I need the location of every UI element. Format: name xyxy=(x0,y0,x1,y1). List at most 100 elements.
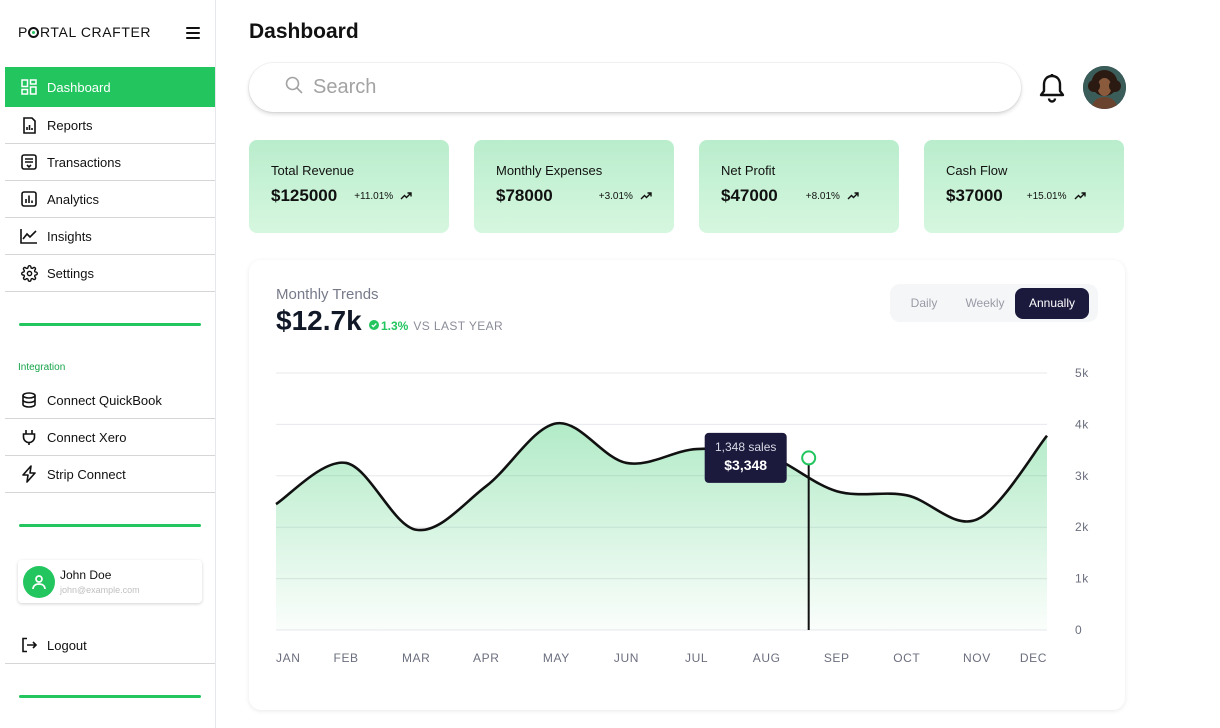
gear-icon xyxy=(20,264,38,282)
sidebar-item-strip-connect[interactable]: Strip Connect xyxy=(5,456,215,493)
sidebar-item-connect-quickbook[interactable]: Connect QuickBook xyxy=(5,382,215,419)
transactions-icon xyxy=(20,153,38,171)
trend-up-icon xyxy=(640,187,652,205)
stat-label: Net Profit xyxy=(721,163,776,178)
stat-card-cash-flow[interactable]: Cash Flow $37000 +15.01% xyxy=(924,140,1124,233)
logout-icon xyxy=(20,636,38,654)
database-icon xyxy=(20,391,38,409)
integration-section-label: Integration xyxy=(18,362,66,373)
stat-value: $125000 xyxy=(271,186,338,205)
x-tick-label: DEC xyxy=(1020,651,1047,665)
y-tick-label: 1k xyxy=(1075,572,1089,586)
insights-icon xyxy=(20,227,38,245)
search-input[interactable] xyxy=(313,76,913,99)
stat-card-net-profit[interactable]: Net Profit $47000 +8.01% xyxy=(699,140,899,233)
profile-avatar[interactable] xyxy=(1083,66,1126,109)
period-annually[interactable]: Annually xyxy=(1015,287,1089,319)
sidebar-item-connect-xero[interactable]: Connect Xero xyxy=(5,419,215,456)
sidebar-divider xyxy=(19,695,201,698)
search-bar[interactable] xyxy=(249,63,1021,112)
sidebar-item-label: Strip Connect xyxy=(47,466,126,482)
user-name: John Doe xyxy=(60,568,112,582)
stat-label: Monthly Expenses xyxy=(496,163,603,178)
sidebar-item-label: Dashboard xyxy=(47,79,111,95)
brand-prefix: P xyxy=(18,24,28,40)
chart-tooltip xyxy=(704,432,787,483)
user-email: john@example.com xyxy=(60,585,140,595)
y-tick-label: 4k xyxy=(1075,417,1089,431)
y-tick-label: 3k xyxy=(1075,469,1089,483)
trend-up-icon xyxy=(1074,187,1086,205)
chart-total-value: $12.7k xyxy=(276,305,362,336)
check-circle-icon xyxy=(369,319,379,333)
sidebar-item-dashboard[interactable]: Dashboard xyxy=(5,67,215,107)
stat-value: $47000 xyxy=(721,186,778,205)
x-tick-label: AUG xyxy=(753,651,781,665)
sidebar-item-label: Insights xyxy=(47,228,92,244)
y-tick-label: 2k xyxy=(1075,520,1089,534)
sidebar-item-label: Analytics xyxy=(47,191,100,207)
dashboard-icon xyxy=(20,78,38,96)
report-icon xyxy=(20,116,38,134)
sidebar-item-label: Reports xyxy=(47,117,93,133)
brand-dot-icon xyxy=(28,26,40,38)
x-tick-label: JAN xyxy=(276,651,300,665)
x-tick-label: FEB xyxy=(334,651,359,665)
stat-label: Total Revenue xyxy=(271,163,355,178)
user-icon xyxy=(23,565,55,598)
chart-change-indicator: 1.3% VS LAST YEAR xyxy=(369,319,503,333)
sidebar: P RTAL CRAFTER Dashboard Reports Transac… xyxy=(0,0,216,728)
chart-change-percent: 1.3% xyxy=(381,319,409,333)
sidebar-item-transactions[interactable]: Transactions xyxy=(5,144,215,181)
sidebar-item-settings[interactable]: Settings xyxy=(5,255,215,292)
page-title: Dashboard xyxy=(249,20,359,43)
trend-line xyxy=(275,422,1048,532)
chart-vs-label: VS LAST YEAR xyxy=(413,319,504,333)
stat-card-total-revenue[interactable]: Total Revenue $125000 +11.01% xyxy=(249,140,449,233)
stat-change: +8.01% xyxy=(805,190,840,202)
sidebar-item-insights[interactable]: Insights xyxy=(5,218,215,255)
sidebar-item-label: Settings xyxy=(47,265,94,281)
x-tick-label: NOV xyxy=(963,651,991,665)
x-tick-label: SEP xyxy=(824,651,850,665)
logout-label: Logout xyxy=(47,637,87,653)
stat-value: $78000 xyxy=(496,186,553,205)
trend-up-icon xyxy=(400,187,412,205)
stat-label: Cash Flow xyxy=(946,163,1008,178)
trend-up-icon xyxy=(847,187,859,205)
sidebar-item-analytics[interactable]: Analytics xyxy=(5,181,215,218)
stat-change: +3.01% xyxy=(598,190,633,202)
sidebar-divider xyxy=(19,524,201,527)
period-weekly[interactable]: Weekly xyxy=(965,296,1005,310)
x-tick-label: JUN xyxy=(614,651,639,665)
logout-container: Logout xyxy=(5,627,215,664)
highlight-point[interactable] xyxy=(801,450,817,466)
x-tick-label: APR xyxy=(473,651,499,665)
tooltip-amount: $3,348 xyxy=(724,457,767,473)
logout-button[interactable]: Logout xyxy=(5,627,215,664)
chart-title: Monthly Trends xyxy=(276,286,379,303)
analytics-icon xyxy=(20,190,38,208)
trend-chart: 5k 4k 3k 2k 1k 0 JAN FEB MAR APR MAY JUN JUL AUG SEP O… xyxy=(275,366,1089,665)
user-profile-card[interactable]: John Doe john@example.com xyxy=(18,560,202,603)
hamburger-menu-icon[interactable] xyxy=(186,27,200,39)
sidebar-item-label: Connect Xero xyxy=(47,429,127,445)
x-tick-label: MAR xyxy=(402,651,430,665)
sidebar-divider xyxy=(19,323,201,326)
notification-bell-icon[interactable] xyxy=(1039,73,1065,103)
sidebar-item-reports[interactable]: Reports xyxy=(5,107,215,144)
x-tick-label: MAY xyxy=(543,651,570,665)
x-tick-label: JUL xyxy=(685,651,708,665)
stat-card-monthly-expenses[interactable]: Monthly Expenses $78000 +3.01% xyxy=(474,140,674,233)
sidebar-item-label: Connect QuickBook xyxy=(47,392,162,408)
monthly-trends-card: Monthly Trends $12.7k 1.3% VS LAST YEAR … xyxy=(249,260,1125,710)
tooltip-sales: 1,348 sales xyxy=(715,440,776,454)
period-toggle: Daily Weekly Annually xyxy=(890,284,1098,322)
main-nav: Dashboard Reports Transactions Analytics… xyxy=(5,67,215,292)
stat-value: $37000 xyxy=(946,186,1003,205)
brand-logo[interactable]: P RTAL CRAFTER xyxy=(18,24,151,40)
integration-nav: Connect QuickBook Connect Xero Strip Con… xyxy=(5,382,215,493)
period-daily[interactable]: Daily xyxy=(910,296,938,310)
stat-change: +11.01% xyxy=(354,190,394,202)
stat-change: +15.01% xyxy=(1026,190,1067,202)
